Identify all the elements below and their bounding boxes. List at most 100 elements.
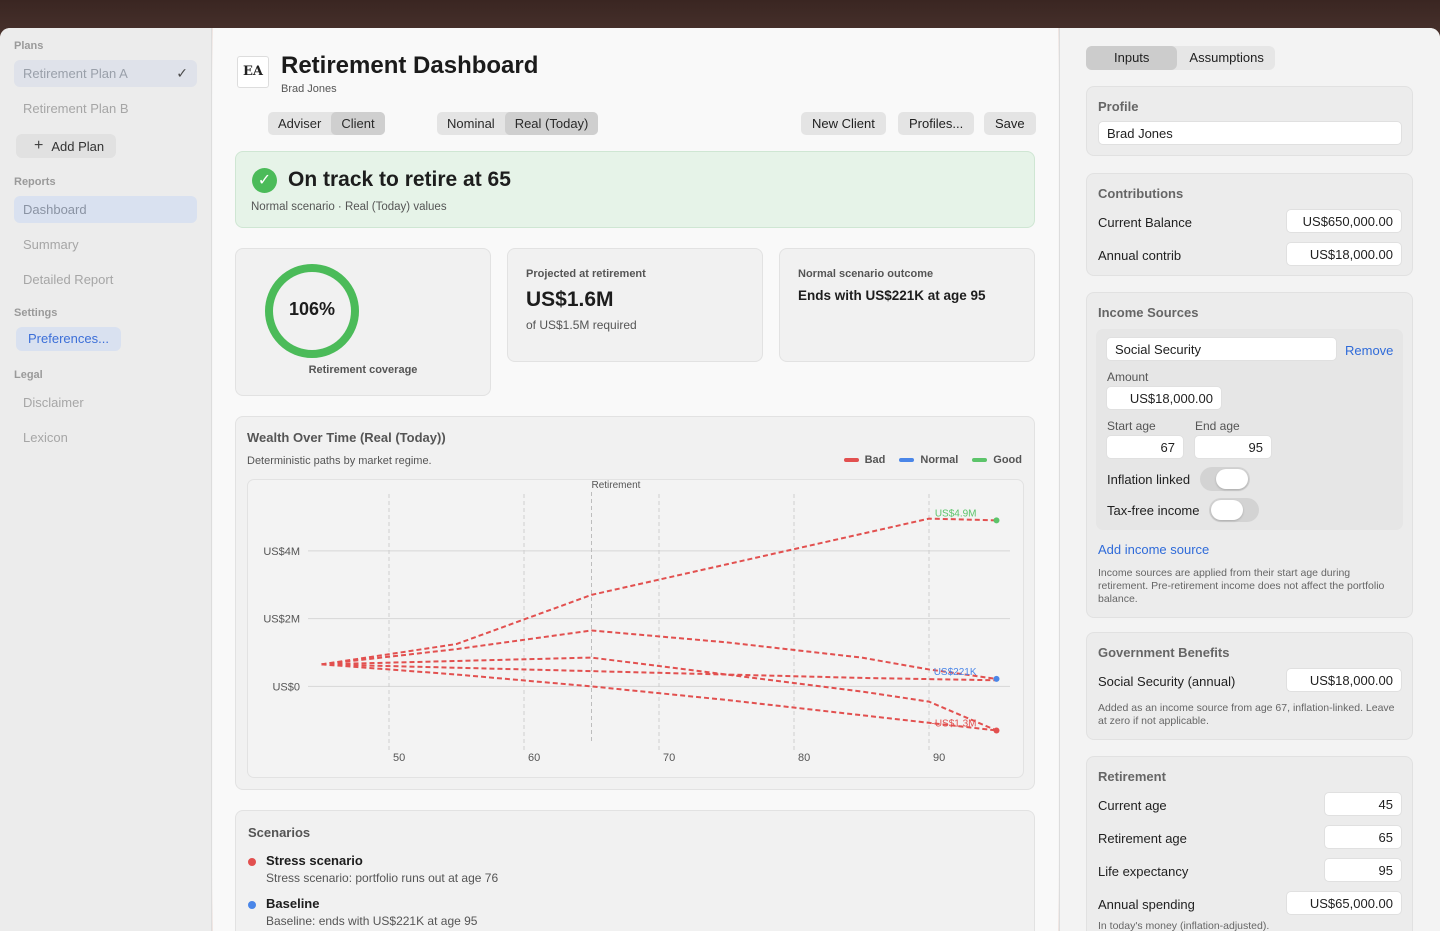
- retirement-title: Retirement: [1098, 769, 1166, 784]
- status-banner: ✓ On track to retire at 65 Normal scenar…: [235, 151, 1035, 228]
- profiles-button[interactable]: Profiles...: [898, 112, 975, 135]
- annual-spending-field[interactable]: US$65,000.00: [1286, 891, 1402, 915]
- income-source-name-field[interactable]: Social Security: [1106, 337, 1337, 361]
- scenario-desc: Stress scenario: portfolio runs out at a…: [266, 871, 499, 885]
- sidebar-item-lexicon[interactable]: Lexicon: [14, 424, 197, 451]
- end-marker: [993, 727, 1000, 734]
- scenario-dot: [248, 901, 256, 909]
- profile-title: Profile: [1098, 99, 1139, 114]
- y-tick-label: US$4M: [263, 546, 300, 558]
- retirement-label: Retirement: [592, 480, 641, 491]
- add-income-source-link[interactable]: Add income source: [1098, 542, 1210, 557]
- coverage-card: 106% Retirement coverage: [235, 248, 491, 396]
- status-subtitle: Normal scenario · Real (Today) values: [251, 201, 447, 213]
- end-age-label: End age: [1195, 419, 1240, 433]
- sidebar-item-retirement-plan-b[interactable]: Retirement Plan B: [14, 95, 197, 122]
- coverage-ring: 106%: [262, 261, 362, 361]
- real-today-button[interactable]: Real (Today): [504, 112, 599, 135]
- y-tick-label: US$0: [272, 681, 300, 693]
- panel-tabs: Inputs Assumptions: [1086, 46, 1275, 70]
- sidebar-item-label: Summary: [23, 237, 79, 252]
- social-security-field[interactable]: US$18,000.00: [1286, 668, 1402, 692]
- company-logo: EA: [237, 56, 269, 88]
- scenarios-card: Scenarios Stress scenario Stress scenari…: [235, 810, 1035, 931]
- social-security-label: Social Security (annual): [1098, 674, 1236, 689]
- add-plan-label: Add Plan: [51, 138, 105, 154]
- end-label-normal: US$221K: [934, 667, 977, 678]
- add-plan-button[interactable]: + Add Plan: [16, 134, 117, 158]
- series-line-good: [321, 517, 997, 666]
- y-tick-label: US$2M: [263, 614, 300, 626]
- adviser-view-button[interactable]: Adviser: [278, 116, 322, 131]
- series-line-bad: [321, 656, 997, 732]
- legend-label-good: Good: [993, 454, 1022, 466]
- sidebar-item-label: Disclaimer: [23, 395, 84, 410]
- sidebar-item-label: Retirement Plan B: [23, 101, 129, 116]
- projected-required: of US$1.5M required: [526, 318, 637, 332]
- toggle-knob: [1216, 469, 1248, 489]
- client-name: Brad Jones: [281, 83, 337, 95]
- checkmark-icon: ✓: [176, 65, 188, 81]
- income-source-item: Social Security Remove Amount US$18,000.…: [1096, 329, 1403, 530]
- government-benefits-hint: Added as an income source from age 67, i…: [1098, 702, 1395, 727]
- toggle-knob: [1211, 500, 1243, 520]
- tab-assumptions[interactable]: Assumptions: [1189, 50, 1264, 65]
- amount-label: Amount: [1107, 370, 1149, 384]
- save-button[interactable]: Save: [984, 112, 1036, 135]
- retirement-age-label: Retirement age: [1098, 831, 1187, 846]
- sidebar-item-retirement-plan-a[interactable]: Retirement Plan A ✓: [14, 60, 197, 87]
- annual-contrib-field[interactable]: US$18,000.00: [1286, 242, 1402, 266]
- end-age-field[interactable]: 95: [1194, 435, 1272, 459]
- end-marker: [993, 675, 1000, 682]
- start-age-field[interactable]: 67: [1106, 435, 1184, 459]
- sidebar-item-label: Detailed Report: [23, 272, 114, 287]
- end-label-bad: -US$1.3M: [931, 718, 976, 729]
- chart-title: Wealth Over Time (Real (Today)): [247, 430, 446, 445]
- tab-inputs[interactable]: Inputs: [1086, 46, 1178, 70]
- main-content: EA Retirement Dashboard Brad Jones Advis…: [213, 28, 1058, 931]
- plus-icon: +: [34, 137, 44, 154]
- preferences-button[interactable]: Preferences...: [16, 327, 121, 351]
- legend-swatch-good: [972, 458, 988, 463]
- coverage-label: Retirement coverage: [308, 364, 418, 376]
- legend-swatch-bad: [843, 458, 859, 463]
- scenario-desc: Baseline: ends with US$221K at age 95: [266, 914, 478, 928]
- sidebar-item-disclaimer[interactable]: Disclaimer: [14, 389, 197, 416]
- chart-plot-area: US$0 US$2M US$4M 50 60 70 80 90 Retirement US$4.9…: [247, 479, 1024, 778]
- x-tick-label: 60: [528, 752, 540, 764]
- client-view-button[interactable]: Client: [331, 112, 385, 135]
- life-expectancy-field[interactable]: 95: [1324, 858, 1402, 882]
- new-client-button[interactable]: New Client: [801, 112, 886, 135]
- chart-legend: Bad Normal Good: [843, 454, 1022, 466]
- sidebar-item-detailed-report[interactable]: Detailed Report: [14, 266, 197, 293]
- start-age-label: Start age: [1107, 419, 1156, 433]
- scenarios-title: Scenarios: [248, 825, 311, 840]
- projected-card: Projected at retirement US$1.6M of US$1.…: [507, 248, 763, 362]
- government-benefits-title: Government Benefits: [1098, 645, 1230, 660]
- end-label-good: US$4.9M: [935, 508, 977, 519]
- legend-item-normal: Normal: [899, 454, 958, 466]
- coverage-arc: [265, 264, 359, 358]
- retirement-age-field[interactable]: 65: [1324, 825, 1402, 849]
- current-age-field[interactable]: 45: [1324, 792, 1402, 816]
- income-sources-section: Income Sources Social Security Remove Am…: [1086, 292, 1413, 618]
- sidebar-item-label: Lexicon: [23, 430, 68, 445]
- current-age-label: Current age: [1098, 798, 1167, 813]
- sidebar-item-summary[interactable]: Summary: [14, 231, 197, 258]
- current-balance-field[interactable]: US$650,000.00: [1286, 209, 1402, 233]
- government-benefits-section: Government Benefits Social Security (ann…: [1086, 632, 1413, 740]
- profile-name-field[interactable]: Brad Jones: [1098, 121, 1402, 145]
- annual-spending-label: Annual spending: [1098, 897, 1195, 912]
- inflation-linked-toggle[interactable]: [1200, 467, 1250, 491]
- remove-income-source-link[interactable]: Remove: [1345, 343, 1394, 358]
- legend-label-normal: Normal: [920, 454, 959, 466]
- end-marker: [993, 517, 1000, 524]
- retirement-section: Retirement Current age 45 Retirement age…: [1086, 756, 1413, 931]
- amount-field[interactable]: US$18,000.00: [1106, 386, 1222, 410]
- outcome-card: Normal scenario outcome Ends with US$221…: [779, 248, 1035, 362]
- sidebar-item-dashboard[interactable]: Dashboard: [14, 196, 197, 223]
- tax-free-income-toggle[interactable]: [1209, 498, 1259, 522]
- current-balance-label: Current Balance: [1098, 215, 1192, 230]
- income-sources-title: Income Sources: [1098, 305, 1199, 320]
- nominal-button[interactable]: Nominal: [447, 116, 495, 131]
